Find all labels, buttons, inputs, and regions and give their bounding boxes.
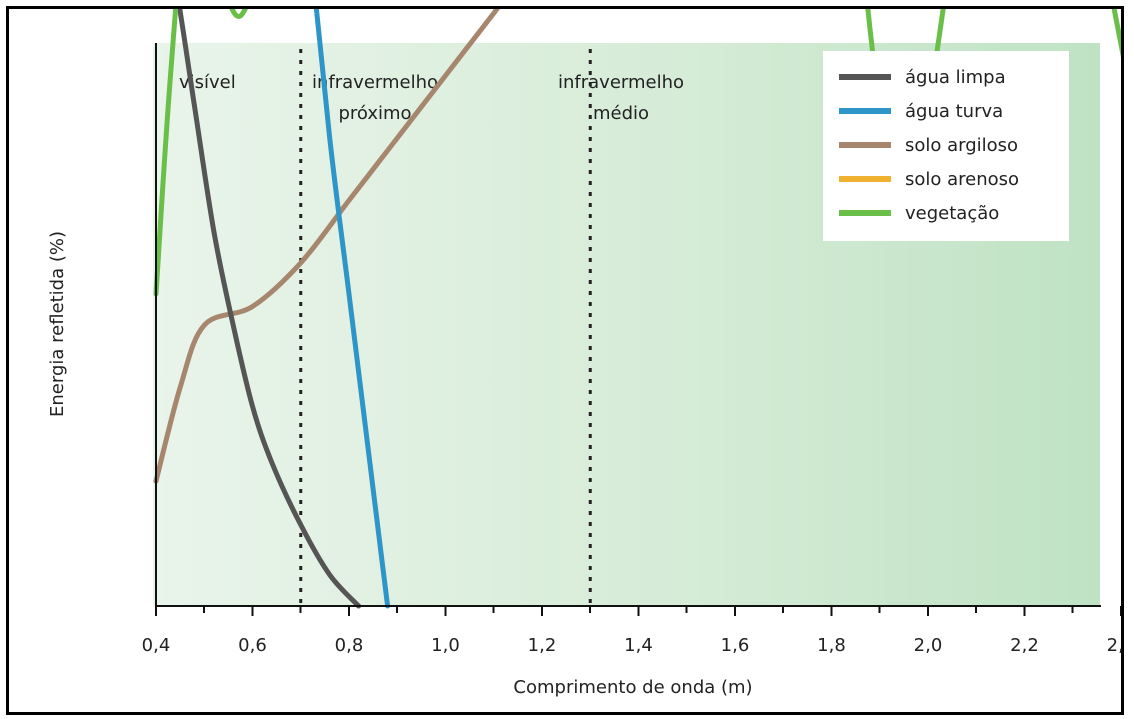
- region-label-infravermelho-proximo: infravermelho: [312, 72, 438, 93]
- x-tick-label: 1,4: [624, 635, 653, 656]
- legend-label-agua-limpa: água limpa: [905, 67, 1006, 88]
- region-label-infravermelho-medio: infravermelho: [558, 72, 684, 93]
- x-tick-label: 2,2: [1010, 635, 1039, 656]
- region-label-infravermelho-medio: médio: [593, 103, 649, 124]
- y-axis-label: Energia refletida (%): [47, 231, 68, 417]
- x-tick-label: 2,0: [914, 635, 943, 656]
- series-line-solo-argiloso: [153, 0, 507, 484]
- x-tick-label: 2,4: [1107, 635, 1121, 656]
- x-tick-label: 0,8: [335, 635, 364, 656]
- x-tick-label: 1,0: [431, 635, 460, 656]
- x-tick-label: 0,4: [142, 635, 171, 656]
- x-axis-label: Comprimento de onda (m): [513, 677, 752, 698]
- x-tick-label: 0,6: [238, 635, 267, 656]
- x-tick-label: 1,8: [817, 635, 846, 656]
- legend-label-solo-argiloso: solo argiloso: [905, 135, 1018, 156]
- legend-label-vegetacao: vegetação: [905, 203, 999, 224]
- series-line-agua-limpa: [175, 0, 362, 609]
- x-tick-label: 1,2: [528, 635, 557, 656]
- legend-label-solo-arenoso: solo arenoso: [905, 169, 1019, 190]
- series-line-agua-turva: [313, 0, 391, 609]
- region-label-infravermelho-proximo: próximo: [338, 103, 411, 124]
- legend-label-agua-turva: água turva: [905, 101, 1003, 122]
- figure-frame: visível infravermelho próximo infravermelho…: [6, 0, 1134, 715]
- x-tick-label: 1,6: [721, 635, 750, 656]
- reflectance-chart: visível infravermelhopróximoinfravermelho…: [47, 0, 1134, 698]
